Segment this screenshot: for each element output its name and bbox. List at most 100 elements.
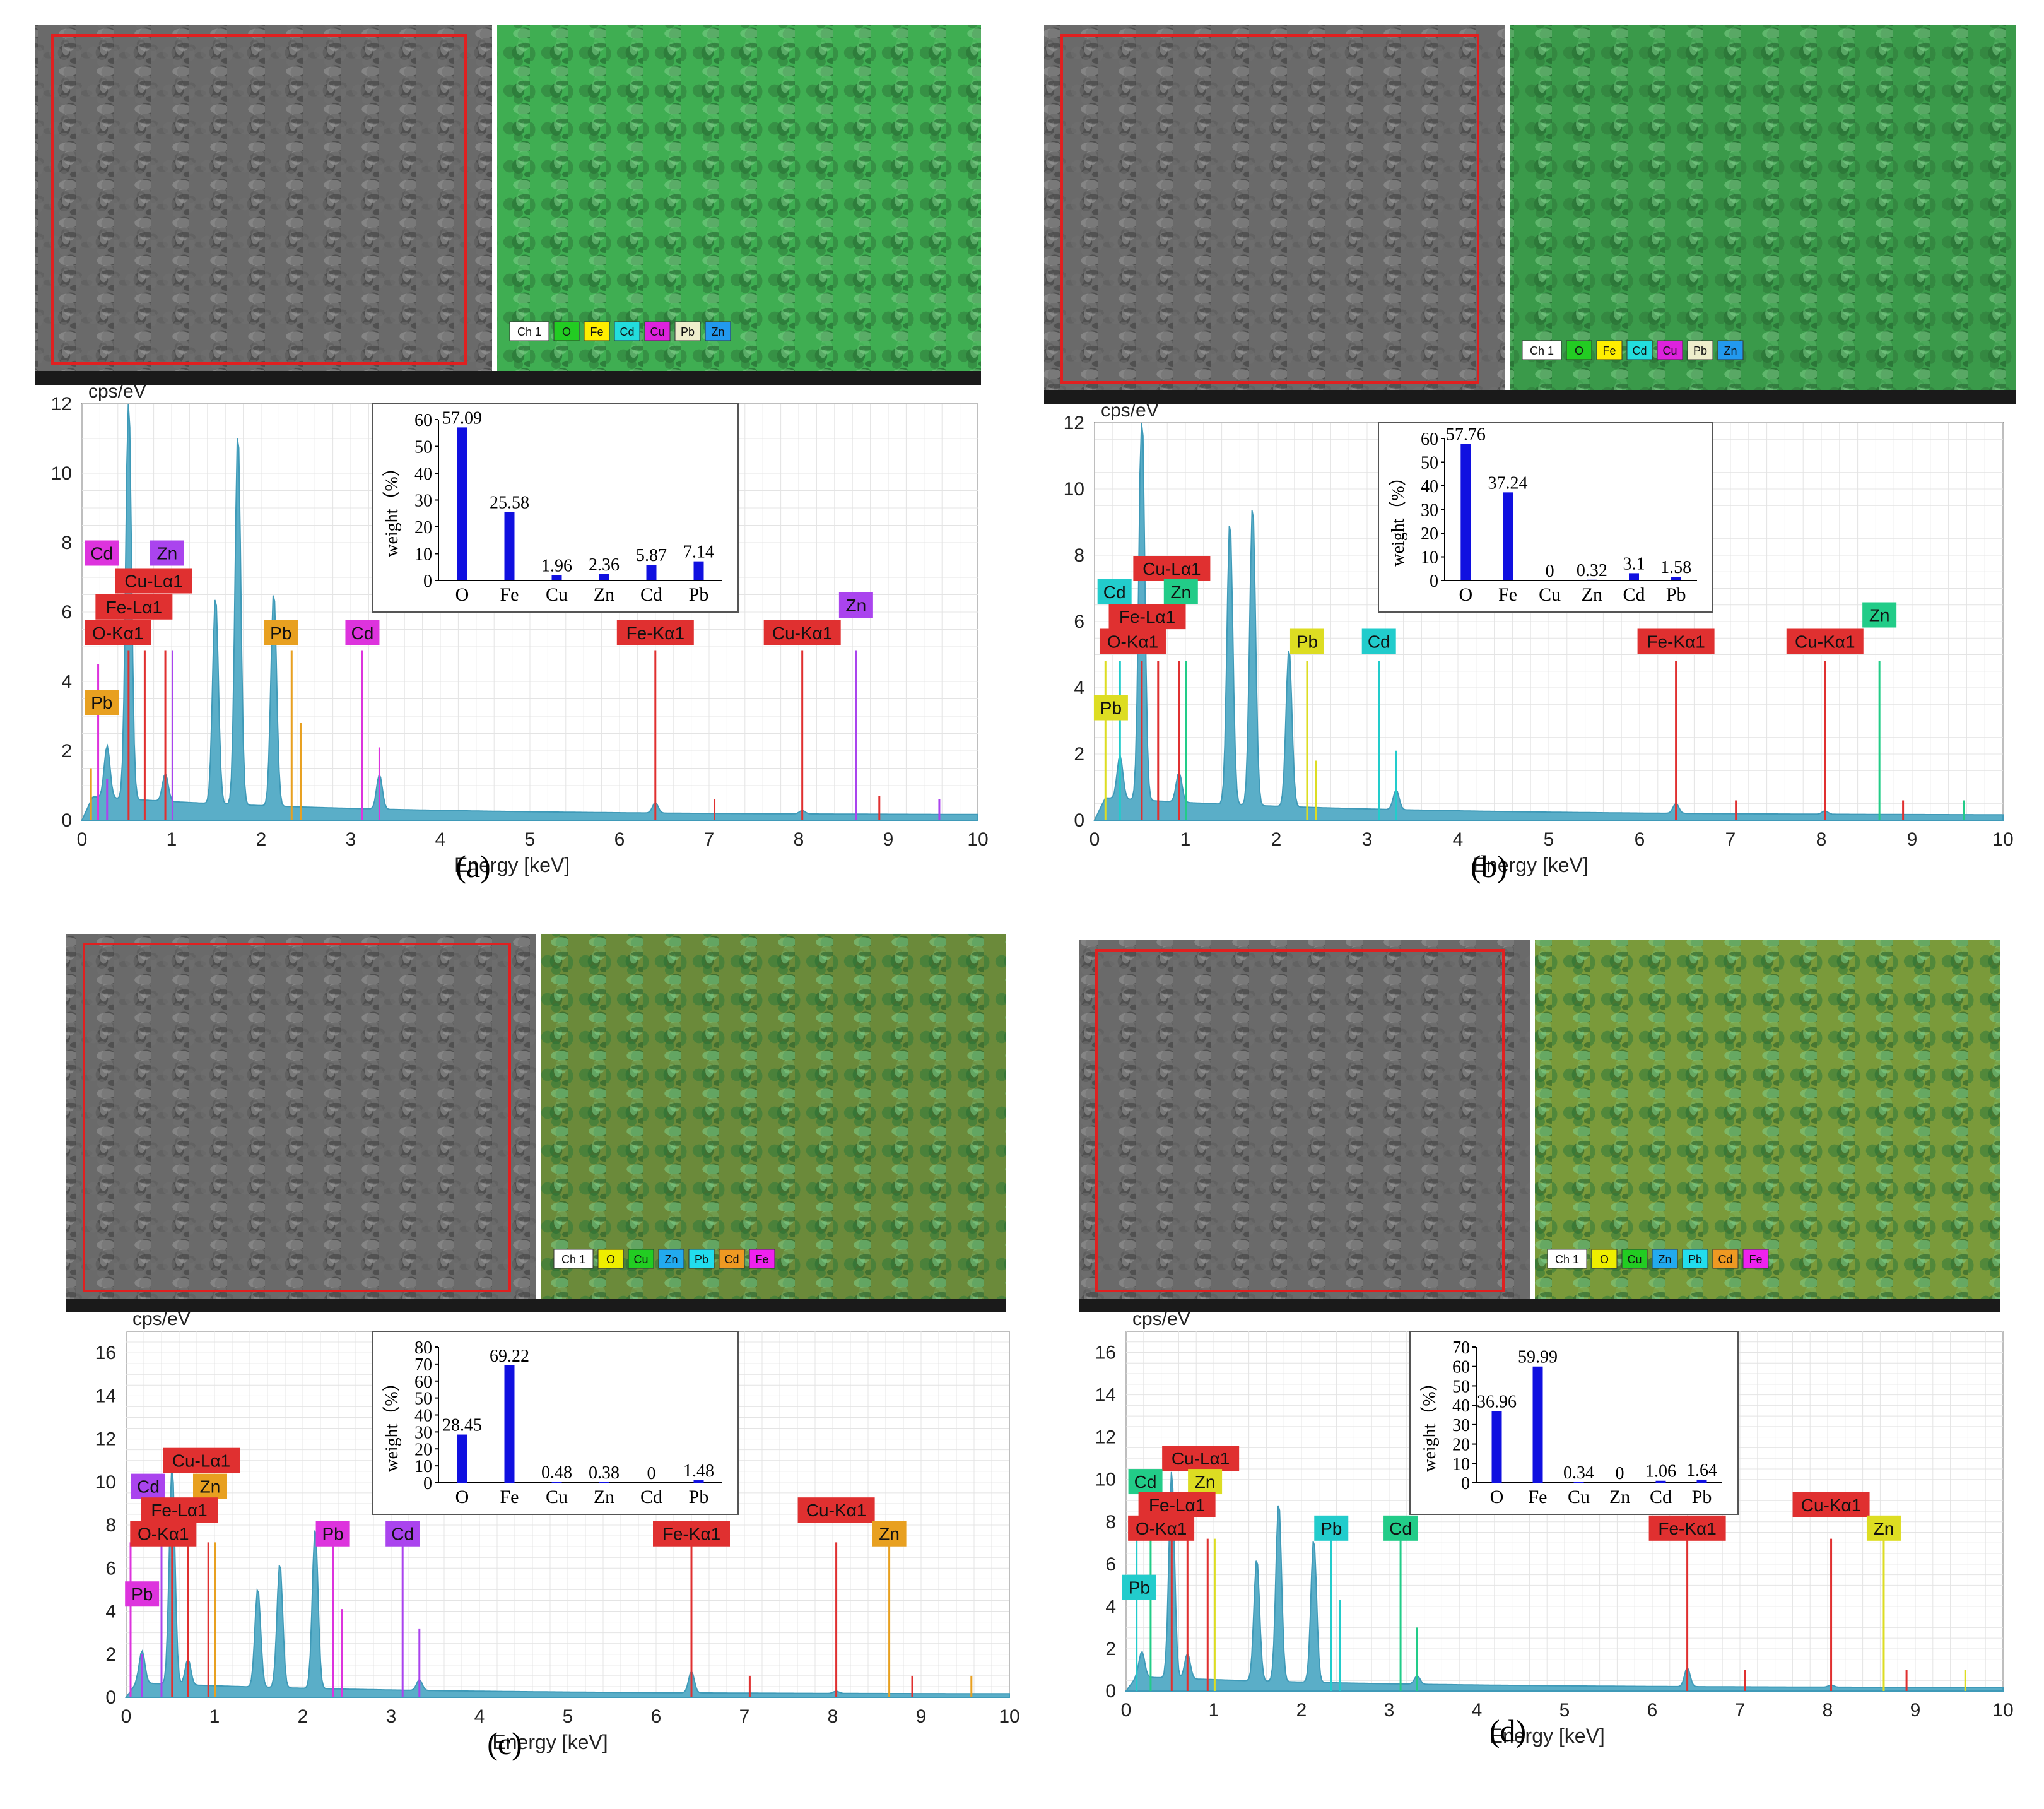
element-label-box bbox=[130, 1521, 197, 1547]
map-legend-chip bbox=[1547, 1249, 1587, 1269]
x-tick-label: 5 bbox=[525, 829, 536, 850]
y-tick-label: 2 bbox=[105, 1644, 116, 1665]
panel-caption: (d) bbox=[1489, 1713, 1526, 1748]
x-tick-label: 9 bbox=[1910, 1700, 1921, 1721]
x-tick-label: 6 bbox=[1635, 829, 1645, 850]
element-label: Fe-Lα1 bbox=[1149, 1495, 1205, 1515]
inset-category-label: Cd bbox=[640, 584, 662, 605]
map-legend-label: O bbox=[562, 326, 571, 338]
map-legend-chip bbox=[597, 1249, 624, 1269]
inset-value-label: 28.45 bbox=[442, 1416, 482, 1435]
map-legend-label: Zn bbox=[1658, 1253, 1671, 1266]
x-tick-label: 2 bbox=[298, 1706, 308, 1727]
selection-box bbox=[1060, 34, 1479, 384]
inset-y-tick-label: 10 bbox=[414, 545, 432, 565]
inset-bar bbox=[457, 427, 467, 580]
map-legend-label: Zn bbox=[1724, 345, 1737, 357]
x-tick-label: 10 bbox=[1992, 1700, 2013, 1721]
sem-info-bar bbox=[1079, 1299, 2000, 1312]
inset-y-tick-label: 60 bbox=[414, 411, 432, 430]
element-label-box bbox=[1093, 695, 1128, 721]
inset-y-axis-label: weight（%） bbox=[382, 1374, 402, 1472]
inset-category-label: Cd bbox=[1623, 584, 1645, 605]
map-legend-chip bbox=[1687, 340, 1713, 360]
y-tick-label: 4 bbox=[105, 1601, 116, 1622]
panel-b: Ch 1 O Fe Cd Cu Pb Zn Cu-Lα1 Cd Zn Fe-Lα1 O-Kα1 Pb Pb… bbox=[1044, 25, 2016, 884]
y-tick-label: 10 bbox=[1095, 1470, 1116, 1490]
map-legend-label: Cu bbox=[1627, 1253, 1642, 1266]
inset-y-tick-label: 80 bbox=[414, 1338, 432, 1358]
element-label: O-Kα1 bbox=[1136, 1519, 1187, 1538]
inset-value-label: 37.24 bbox=[1488, 473, 1528, 493]
panel-caption: (c) bbox=[487, 1726, 522, 1761]
inset-y-tick-label: 0 bbox=[1461, 1474, 1470, 1494]
inset-y-tick-label: 0 bbox=[1430, 572, 1438, 591]
inset-category-label: Fe bbox=[500, 584, 519, 605]
x-tick-label: 5 bbox=[1559, 1700, 1570, 1721]
map-legend-chip bbox=[644, 321, 671, 341]
x-tick-label: 10 bbox=[1992, 829, 2013, 850]
inset-bar bbox=[599, 574, 609, 580]
y-tick-label: 16 bbox=[95, 1343, 116, 1364]
x-axis-label: Energy [keV] bbox=[1489, 1724, 1605, 1747]
map-legend-label: Pb bbox=[1688, 1253, 1702, 1266]
element-label-box bbox=[315, 1521, 350, 1547]
element-label: Cd bbox=[1368, 632, 1390, 652]
map-legend-chip bbox=[674, 321, 701, 341]
inset-value-label: 2.36 bbox=[589, 555, 620, 575]
inset-frame bbox=[1409, 1331, 1739, 1515]
inset-y-tick-label: 20 bbox=[1421, 524, 1438, 544]
map-legend-label: O bbox=[1575, 345, 1583, 357]
map-legend-chip bbox=[705, 321, 731, 341]
inset-y-tick-label: 50 bbox=[1452, 1377, 1470, 1396]
sem-grayscale-image bbox=[1079, 940, 1530, 1312]
element-label-box bbox=[125, 1581, 160, 1607]
y-tick-label: 14 bbox=[1095, 1385, 1116, 1406]
element-label: Pb bbox=[1100, 698, 1122, 718]
inset-y-tick-label: 40 bbox=[414, 464, 432, 484]
x-tick-label: 2 bbox=[1271, 829, 1282, 850]
inset-y-tick-label: 70 bbox=[1452, 1338, 1470, 1358]
spectrum-trace bbox=[125, 1466, 1010, 1698]
inset-y-axis-label: weight（%） bbox=[382, 459, 402, 557]
element-label: Cu-Lα1 bbox=[1172, 1449, 1230, 1468]
x-axis-label: Energy [keV] bbox=[1473, 854, 1589, 876]
element-label: Fe-Kα1 bbox=[626, 623, 684, 643]
element-label: Fe-Lα1 bbox=[106, 598, 162, 617]
element-label: O-Kα1 bbox=[1107, 632, 1159, 652]
element-label-box bbox=[1648, 1515, 1726, 1541]
x-tick-label: 1 bbox=[1209, 1700, 1219, 1721]
y-tick-label: 6 bbox=[105, 1558, 116, 1579]
inset-y-tick-label: 30 bbox=[1452, 1416, 1470, 1435]
element-label: Cu-Lα1 bbox=[124, 572, 182, 591]
inset-bar bbox=[1671, 577, 1681, 580]
map-legend-label: Pb bbox=[681, 326, 695, 338]
inset-y-tick-label: 60 bbox=[1452, 1358, 1470, 1377]
inset-bar bbox=[1629, 573, 1639, 580]
element-label-box bbox=[115, 568, 192, 594]
element-label: Cu-Kα1 bbox=[772, 623, 833, 643]
y-tick-label: 4 bbox=[1105, 1596, 1116, 1617]
element-label: Fe-Kα1 bbox=[662, 1524, 720, 1544]
sem-info-bar bbox=[66, 1299, 1006, 1312]
inset-category-label: Pb bbox=[689, 1487, 709, 1507]
element-label-box bbox=[1097, 579, 1132, 604]
map-legend-label: Cu bbox=[1662, 345, 1677, 357]
y-tick-label: 8 bbox=[1074, 545, 1084, 566]
inset-value-label: 1.96 bbox=[541, 557, 572, 576]
inset-value-label: 0.48 bbox=[541, 1463, 572, 1483]
element-label-box bbox=[345, 620, 380, 645]
selection-box bbox=[83, 943, 511, 1292]
eds-map-image bbox=[1510, 25, 2016, 404]
map-legend-label: Fe bbox=[755, 1253, 768, 1266]
sem-grayscale-image bbox=[66, 934, 536, 1312]
inset-y-tick-label: 10 bbox=[414, 1457, 432, 1476]
x-tick-label: 1 bbox=[167, 829, 177, 850]
map-legend-chip bbox=[749, 1249, 775, 1269]
element-label: Cd bbox=[1103, 582, 1126, 602]
sem-info-bar bbox=[1044, 390, 2016, 404]
x-tick-label: 6 bbox=[614, 829, 625, 850]
x-axis-label: Energy [keV] bbox=[492, 1731, 608, 1753]
inset-value-label: 1.48 bbox=[683, 1461, 714, 1481]
element-label-box bbox=[653, 1521, 730, 1547]
